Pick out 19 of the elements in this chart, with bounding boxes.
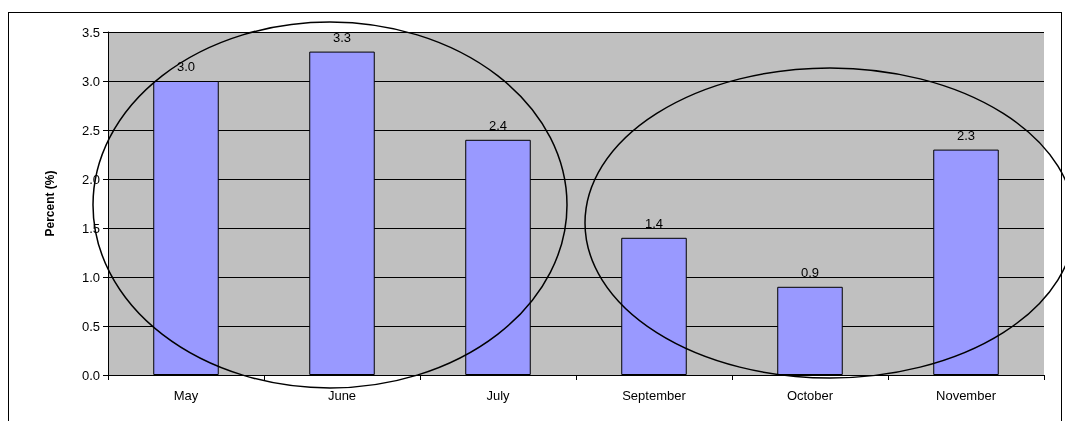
y-tick-label: 0.0 bbox=[81, 367, 100, 383]
data-label: 2.4 bbox=[488, 117, 508, 133]
data-label: 0.9 bbox=[800, 264, 820, 280]
x-tick-label: September bbox=[622, 388, 687, 403]
y-tick-label: 3.0 bbox=[81, 73, 100, 89]
data-label: 3.0 bbox=[176, 59, 196, 74]
x-tick-label: June bbox=[327, 388, 357, 403]
x-tick-label: October bbox=[786, 388, 834, 403]
x-tick-label: July bbox=[486, 388, 511, 403]
data-label: 2.3 bbox=[956, 127, 976, 143]
data-label: 3.3 bbox=[332, 29, 352, 45]
x-tick-label: November bbox=[936, 388, 997, 403]
y-tick-label: 1.0 bbox=[81, 269, 100, 285]
y-axis-title: Percent (%) bbox=[43, 170, 57, 237]
y-tick-label: 2.5 bbox=[81, 122, 100, 138]
y-tick-label: 3.5 bbox=[81, 24, 100, 40]
x-tick-label: May bbox=[173, 388, 199, 403]
data-label: 1.4 bbox=[644, 215, 664, 231]
y-tick-label: 0.5 bbox=[81, 318, 100, 334]
